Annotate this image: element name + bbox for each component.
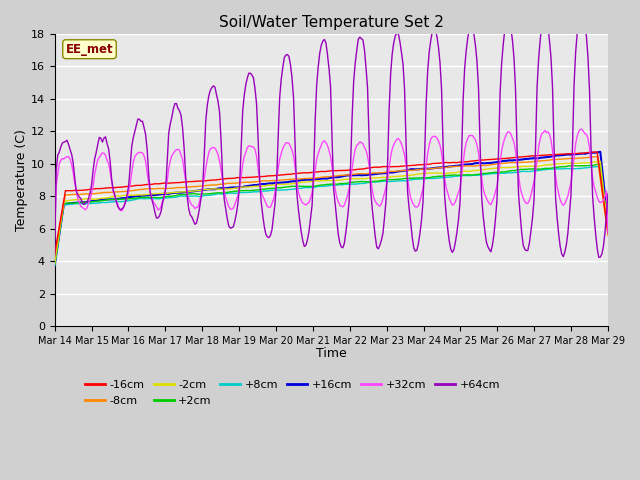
- Title: Soil/Water Temperature Set 2: Soil/Water Temperature Set 2: [219, 15, 444, 30]
- Y-axis label: Temperature (C): Temperature (C): [15, 129, 28, 231]
- Legend: -16cm, -8cm, -2cm, +2cm, +8cm, +16cm, +32cm, +64cm: -16cm, -8cm, -2cm, +2cm, +8cm, +16cm, +3…: [81, 376, 504, 410]
- X-axis label: Time: Time: [316, 348, 347, 360]
- Text: EE_met: EE_met: [66, 43, 113, 56]
